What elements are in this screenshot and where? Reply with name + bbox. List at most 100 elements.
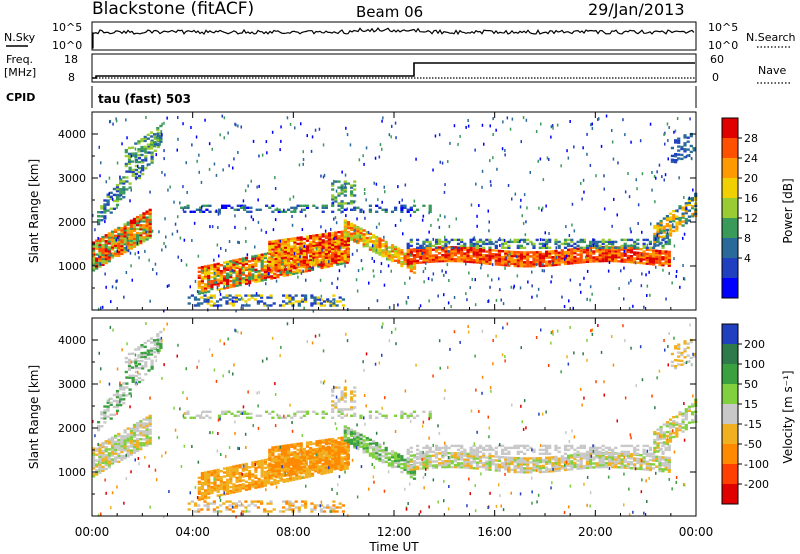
power-cell <box>607 249 612 253</box>
power-noise-cell <box>320 261 323 265</box>
power-cell <box>510 254 514 258</box>
power-cell <box>516 259 520 262</box>
velocity-cell <box>331 463 335 466</box>
velocity-cell <box>346 461 350 464</box>
power-cell <box>312 238 316 241</box>
velocity-cell <box>287 448 291 451</box>
power-noise-cell <box>365 146 368 150</box>
velocity-cell <box>326 469 330 472</box>
velocity-cell <box>134 348 138 351</box>
power-cell <box>368 210 372 213</box>
power-noise-cell <box>375 182 378 186</box>
power-cell <box>122 192 126 195</box>
velocity-cell <box>238 489 242 493</box>
velocity-cell <box>282 472 286 476</box>
power-noise-cell <box>598 117 600 121</box>
power-cell <box>134 168 138 172</box>
velocity-cell <box>310 474 315 477</box>
power-cell <box>248 271 252 275</box>
power-cell <box>557 244 561 248</box>
velocity-cell <box>293 463 297 466</box>
power-cell <box>101 237 105 241</box>
velocity-cell <box>356 439 360 443</box>
power-noise-cell <box>208 167 211 171</box>
power-cell <box>271 248 275 251</box>
power-cell <box>447 246 451 249</box>
velocity-cell <box>331 453 335 457</box>
power-cell <box>422 249 426 252</box>
power-cell <box>260 273 264 276</box>
power-noise-cell <box>566 149 568 153</box>
velocity-cell <box>213 483 217 486</box>
power-cell <box>501 244 505 248</box>
power-noise-cell <box>217 304 219 308</box>
power-cell <box>200 281 204 285</box>
power-cell <box>307 265 311 268</box>
velocity-cell <box>315 463 319 467</box>
power-cell <box>633 251 637 254</box>
power-cell <box>312 250 316 253</box>
velocity-cell <box>119 388 123 391</box>
power-noise-cell <box>550 125 553 129</box>
power-cell <box>145 212 149 215</box>
power-cell <box>541 252 546 256</box>
power-noise-cell <box>134 147 137 151</box>
power-cell <box>217 208 221 211</box>
velocity-cell <box>97 424 101 428</box>
power-cell <box>526 238 530 242</box>
power-cell <box>244 274 249 277</box>
power-cell <box>623 252 627 255</box>
power-cell <box>516 260 520 264</box>
velocity-cell <box>263 466 267 470</box>
velocity-cell <box>235 466 239 470</box>
velocity-cell <box>95 459 99 462</box>
power-noise-cell <box>177 215 179 219</box>
power-cell <box>601 253 605 257</box>
power-cell <box>320 266 324 270</box>
power-cell <box>277 247 281 250</box>
power-cell <box>350 208 354 211</box>
power-noise-cell <box>365 198 367 202</box>
velocity-cell <box>293 447 297 450</box>
velocity-cell <box>244 464 249 468</box>
power-noise-cell <box>402 232 404 236</box>
power-noise-cell <box>676 117 679 120</box>
power-cell <box>207 290 211 293</box>
velocity-cell <box>292 456 296 460</box>
velocity-cell <box>136 421 140 425</box>
power-cell <box>207 272 211 275</box>
power-cell <box>645 256 649 259</box>
power-cell <box>104 244 108 247</box>
power-cell <box>620 256 624 259</box>
power-cell <box>507 256 511 259</box>
power-cell <box>611 259 615 263</box>
power-noise-cell <box>649 293 651 297</box>
power-cell <box>648 258 652 262</box>
power-cell <box>282 300 286 303</box>
power-cell <box>656 240 660 243</box>
power-cell <box>460 238 464 242</box>
power-cell <box>406 244 410 248</box>
power-cell <box>516 244 520 248</box>
power-noise-cell <box>489 180 492 184</box>
power-cell <box>548 254 552 257</box>
power-cell <box>350 238 354 241</box>
power-cell <box>250 296 254 299</box>
power-cell <box>210 283 214 287</box>
velocity-cell <box>340 448 344 451</box>
velocity-cell <box>320 472 324 476</box>
power-cell <box>340 246 344 249</box>
power-cell <box>431 260 435 263</box>
velocity-cell <box>334 465 338 468</box>
power-cell <box>148 208 152 212</box>
velocity-cell <box>315 459 319 463</box>
power-cell <box>422 253 426 256</box>
power-cell <box>114 246 118 249</box>
velocity-cell <box>277 457 281 460</box>
power-cell <box>293 249 297 252</box>
velocity-cell <box>117 444 121 448</box>
velocity-cell <box>204 477 208 480</box>
velocity-cell <box>362 443 366 446</box>
power-cell <box>672 217 676 221</box>
velocity-cell <box>343 461 347 465</box>
